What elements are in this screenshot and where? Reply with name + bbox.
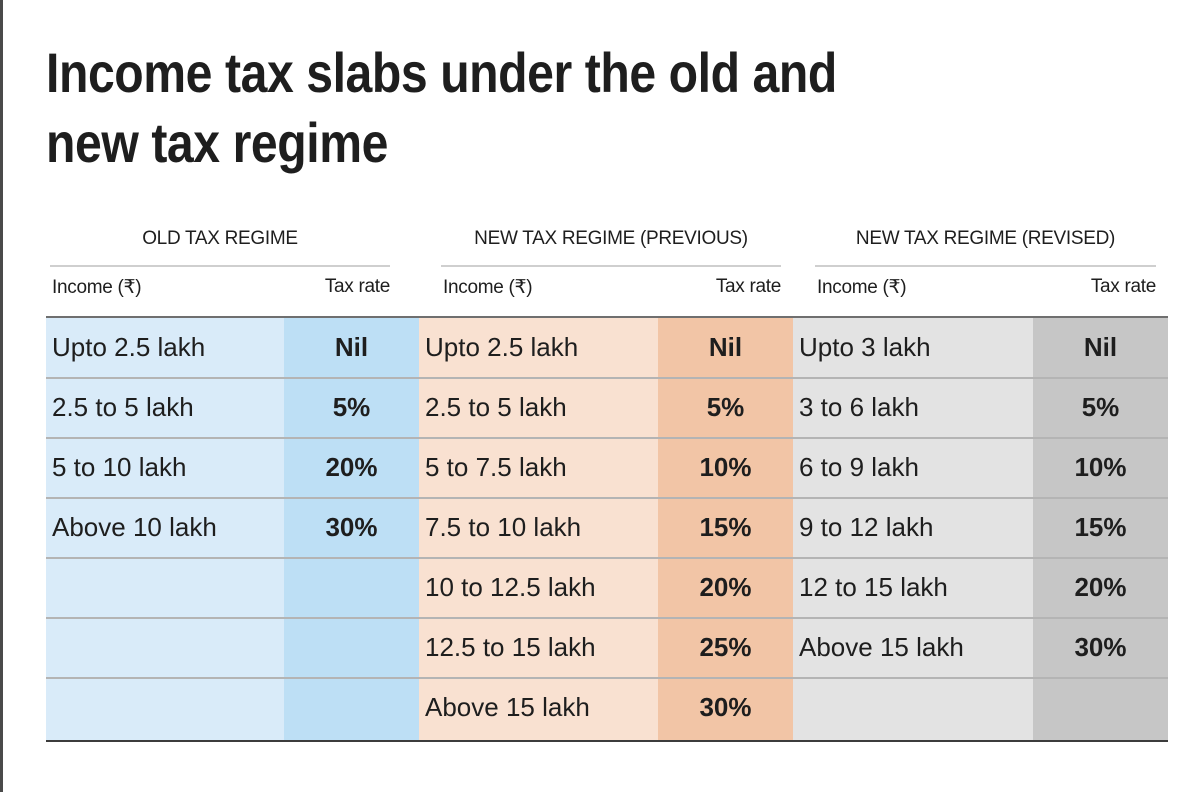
row-separator [46, 677, 1168, 679]
new-tax-regime-previous-heading-rule [441, 265, 781, 267]
old-tax-regime-rate-cell: 30% [325, 512, 378, 542]
new-tax-regime-previous-rate-cell: 20% [699, 572, 752, 602]
page-title: Income tax slabs under the old and new t… [46, 41, 837, 174]
new-tax-regime-revised-income-cell: Above 15 lakh [799, 632, 964, 662]
new-tax-regime-revised-rate-band [1033, 318, 1168, 740]
row-separator [46, 617, 1168, 619]
new-tax-regime-previous-income-cell: 7.5 to 10 lakh [425, 512, 582, 542]
new-tax-regime-previous-rate-header: Tax rate [715, 276, 781, 297]
new-tax-regime-previous-income-cell: 2.5 to 5 lakh [425, 392, 567, 422]
new-tax-regime-previous-income-cell: 5 to 7.5 lakh [425, 452, 567, 482]
old-tax-regime-rate-band [284, 318, 419, 740]
new-tax-regime-revised-rate-cell: 20% [1074, 572, 1127, 602]
new-tax-regime-revised-income-cell: Upto 3 lakh [799, 332, 931, 362]
old-tax-regime-income-cell: Upto 2.5 lakh [52, 332, 206, 362]
old-tax-regime-heading: OLD TAX REGIME [142, 228, 298, 249]
old-tax-regime-rate-cell: 5% [332, 392, 371, 422]
new-tax-regime-revised-income-cell: 9 to 12 lakh [799, 512, 934, 542]
new-tax-regime-revised-income-cell: 6 to 9 lakh [799, 452, 919, 482]
old-tax-regime-income-cell: 2.5 to 5 lakh [52, 392, 194, 422]
left-border [0, 0, 3, 792]
new-tax-regime-previous-income-band [419, 318, 658, 740]
old-tax-regime-income-header: Income (₹) [52, 277, 142, 298]
new-tax-regime-previous-rate-cell: 15% [699, 512, 752, 542]
new-tax-regime-previous-rate-cell: 30% [699, 692, 752, 722]
new-tax-regime-previous-rate-cell: 10% [699, 452, 752, 482]
new-tax-regime-revised-rate-cell: 5% [1081, 392, 1120, 422]
old-tax-regime-rate-cell: 20% [325, 452, 378, 482]
old-tax-regime-income-band [46, 318, 284, 740]
new-tax-regime-previous-income-header: Income (₹) [443, 277, 533, 298]
old-tax-regime-rate-cell: Nil [334, 332, 369, 362]
new-tax-regime-previous-heading: NEW TAX REGIME (PREVIOUS) [474, 228, 748, 249]
new-tax-regime-revised-heading: NEW TAX REGIME (REVISED) [855, 228, 1116, 249]
old-tax-regime-income-cell: 5 to 10 lakh [52, 452, 187, 482]
new-tax-regime-previous-rate-cell: 5% [706, 392, 745, 422]
new-tax-regime-revised-income-cell: 3 to 6 lakh [799, 392, 919, 422]
new-tax-regime-previous-income-cell: Upto 2.5 lakh [425, 332, 579, 362]
new-tax-regime-previous-income-cell: 10 to 12.5 lakh [425, 572, 596, 602]
row-separator [46, 377, 1168, 379]
new-tax-regime-revised-rate-header: Tax rate [1090, 276, 1156, 297]
new-tax-regime-previous-income-cell: Above 15 lakh [425, 692, 590, 722]
new-tax-regime-previous-rate-cell: 25% [699, 632, 752, 662]
new-tax-regime-revised-rate-cell: 15% [1074, 512, 1127, 542]
new-tax-regime-previous-rate-cell: Nil [708, 332, 743, 362]
row-separator [46, 437, 1168, 439]
new-tax-regime-revised-income-band [793, 318, 1033, 740]
old-tax-regime-heading-rule [50, 265, 390, 267]
table-top-rule [46, 316, 1168, 318]
new-tax-regime-revised-rate-cell: 10% [1074, 452, 1127, 482]
new-tax-regime-revised-rate-cell: Nil [1083, 332, 1118, 362]
new-tax-regime-previous-rate-band [658, 318, 793, 740]
new-tax-regime-revised-rate-cell: 30% [1074, 632, 1127, 662]
row-separator [46, 497, 1168, 499]
new-tax-regime-revised-heading-rule [815, 265, 1156, 267]
old-tax-regime-income-cell: Above 10 lakh [52, 512, 217, 542]
new-tax-regime-revised-income-cell: 12 to 15 lakh [799, 572, 948, 602]
new-tax-regime-revised-income-header: Income (₹) [817, 277, 907, 298]
table-bottom-rule [46, 740, 1168, 742]
new-tax-regime-previous-income-cell: 12.5 to 15 lakh [425, 632, 596, 662]
old-tax-regime-rate-header: Tax rate [324, 276, 390, 297]
row-separator [46, 557, 1168, 559]
